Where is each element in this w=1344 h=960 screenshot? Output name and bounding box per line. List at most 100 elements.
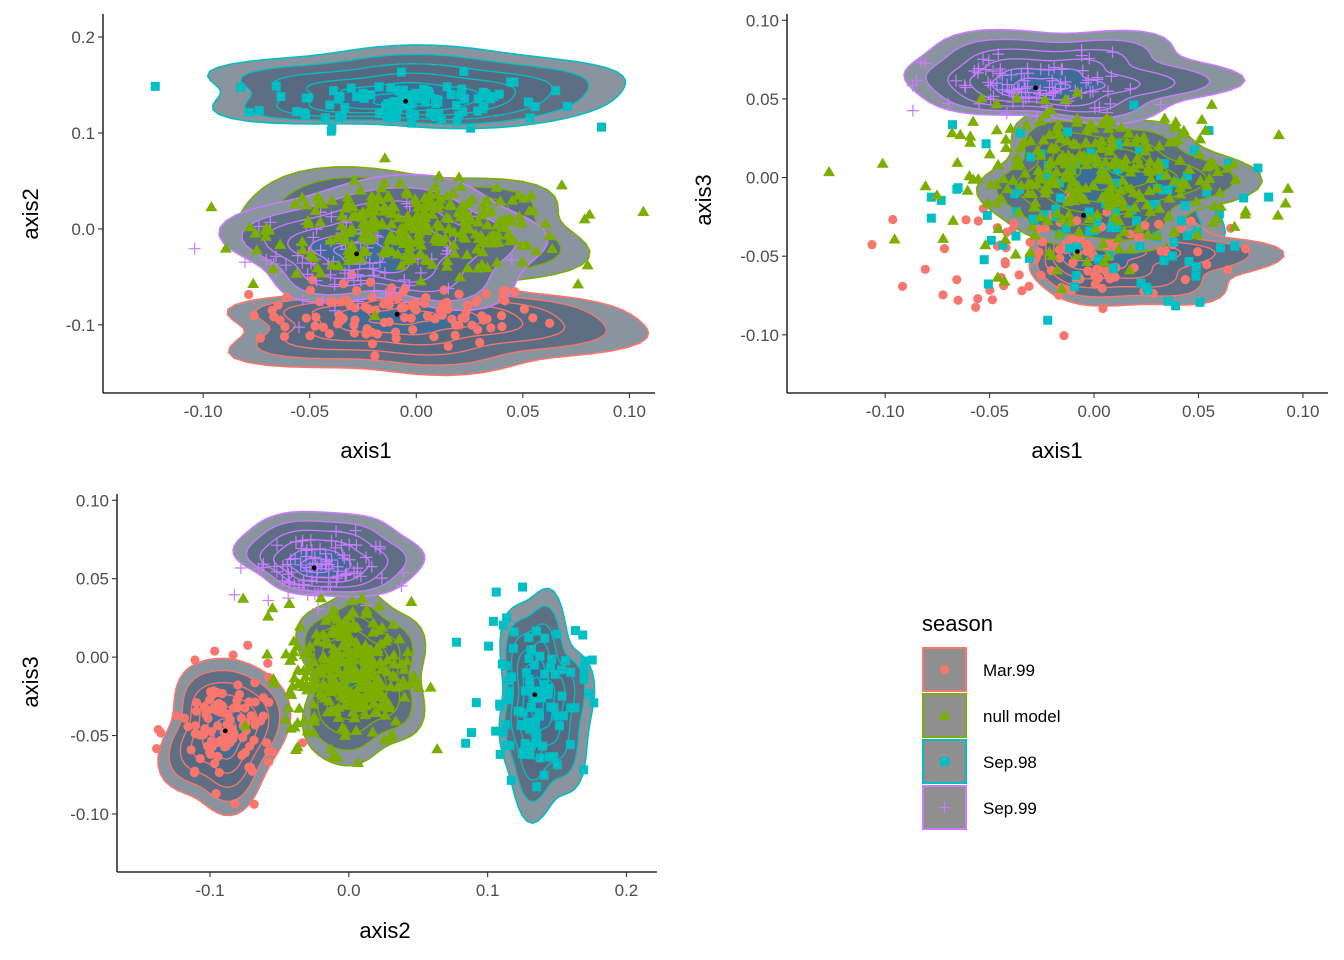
point-null-model bbox=[347, 699, 360, 710]
point-sep-98 bbox=[555, 721, 565, 731]
point-sep-98 bbox=[549, 703, 559, 713]
point-null-model bbox=[1132, 187, 1145, 199]
point-sep-99 bbox=[351, 562, 364, 575]
point-mar-99 bbox=[264, 757, 274, 767]
point-null-model bbox=[981, 197, 994, 208]
point-null-model bbox=[247, 277, 260, 289]
point-mar-99 bbox=[200, 724, 210, 734]
point-mar-99 bbox=[249, 310, 259, 321]
point-mar-99 bbox=[973, 216, 983, 226]
point-sep-99 bbox=[299, 550, 312, 563]
point-sep-99 bbox=[1075, 49, 1088, 62]
point-mar-99 bbox=[545, 318, 555, 328]
point-sep-98 bbox=[570, 703, 580, 713]
point-null-model bbox=[1012, 159, 1025, 171]
point-mar-99 bbox=[337, 297, 347, 307]
point-mar-99 bbox=[310, 321, 320, 331]
point-mar-99 bbox=[195, 754, 205, 764]
point-sep-98 bbox=[523, 97, 533, 107]
point-null-model bbox=[1053, 228, 1066, 239]
point-mar-99 bbox=[190, 655, 200, 665]
point-null-model bbox=[823, 165, 836, 177]
point-sep-98 bbox=[458, 107, 468, 117]
legend-marker-plus bbox=[938, 801, 951, 814]
point-null-model bbox=[303, 640, 316, 651]
point-mar-99 bbox=[1000, 259, 1010, 269]
point-sep-98 bbox=[1156, 171, 1166, 181]
point-null-model bbox=[356, 208, 369, 219]
point-sep-99 bbox=[262, 594, 275, 607]
point-sep-98 bbox=[411, 88, 421, 98]
point-null-model bbox=[367, 626, 380, 637]
point-null-model bbox=[479, 235, 492, 247]
point-sep-98 bbox=[545, 662, 555, 672]
point-sep-98 bbox=[396, 67, 406, 77]
point-sep-98 bbox=[1028, 214, 1038, 224]
point-null-model bbox=[408, 193, 421, 204]
point-sep-98 bbox=[1136, 278, 1146, 288]
point-null-model bbox=[354, 184, 367, 195]
point-sep-99 bbox=[949, 74, 962, 87]
legend-item-sep-98: Sep.98 bbox=[922, 739, 1037, 784]
point-sep-99 bbox=[281, 558, 294, 571]
point-sep-99 bbox=[325, 210, 338, 223]
axes: -0.10 -0.05 0.00 0.05 0.10 0.2 0.1 0.0 -0.1 bbox=[66, 14, 655, 421]
point-null-model bbox=[419, 253, 432, 264]
point-sep-98 bbox=[579, 665, 589, 675]
point-sep-98 bbox=[498, 727, 508, 737]
point-null-model bbox=[1109, 196, 1122, 208]
point-null-model bbox=[403, 240, 416, 252]
point-null-model bbox=[326, 194, 339, 205]
point-null-model bbox=[1101, 250, 1114, 261]
point-mar-99 bbox=[408, 324, 418, 335]
point-sep-99 bbox=[1046, 74, 1059, 87]
point-mar-99 bbox=[1014, 270, 1024, 280]
point-mar-99 bbox=[1202, 259, 1212, 270]
panel-axis2-axis3: -0.1 0.0 0.1 0.2 0.10 0.05 0.00 -0.05 -0.10 axis… bbox=[18, 491, 657, 943]
point-null-model bbox=[489, 230, 502, 241]
point-null-model bbox=[291, 664, 304, 675]
point-null-model bbox=[984, 178, 997, 189]
point-null-model bbox=[1001, 182, 1014, 194]
point-sep-98 bbox=[292, 107, 302, 117]
point-null-model bbox=[332, 711, 345, 722]
point-sep-98 bbox=[442, 82, 452, 92]
point-mar-99 bbox=[217, 701, 227, 711]
point-sep-98 bbox=[504, 686, 514, 696]
y-tick-label: -0.1 bbox=[66, 316, 95, 335]
point-null-model bbox=[303, 661, 316, 672]
point-null-model bbox=[1211, 165, 1224, 176]
point-sep-98 bbox=[525, 113, 535, 123]
point-sep-99 bbox=[906, 104, 919, 117]
point-null-model bbox=[1061, 172, 1074, 183]
point-null-model bbox=[937, 232, 950, 243]
point-sep-98 bbox=[489, 91, 499, 101]
point-sep-99 bbox=[312, 602, 325, 615]
point-null-model bbox=[372, 683, 385, 694]
point-null-model bbox=[1104, 114, 1117, 126]
legend-marker-triangle bbox=[938, 709, 951, 720]
point-null-model bbox=[327, 673, 340, 685]
point-null-model bbox=[372, 193, 385, 205]
point-sep-98 bbox=[983, 279, 993, 289]
point-sep-99 bbox=[1015, 67, 1028, 80]
point-sep-99 bbox=[329, 541, 342, 554]
point-null-model bbox=[1118, 158, 1131, 169]
point-null-model bbox=[1037, 134, 1050, 145]
point-sep-98 bbox=[501, 720, 511, 730]
point-null-model bbox=[357, 651, 370, 663]
point-null-model bbox=[1118, 225, 1131, 236]
point-null-model bbox=[355, 252, 368, 263]
point-sep-99 bbox=[992, 48, 1005, 61]
point-null-model bbox=[637, 205, 650, 216]
point-sep-99 bbox=[308, 587, 321, 600]
point-null-model bbox=[995, 192, 1008, 203]
centroid-point bbox=[222, 728, 228, 734]
point-null-model bbox=[361, 674, 374, 685]
point-null-model bbox=[475, 230, 488, 241]
point-null-model bbox=[411, 209, 424, 220]
point-null-model bbox=[490, 181, 503, 192]
point-sep-99 bbox=[1042, 64, 1055, 77]
point-sep-99 bbox=[314, 542, 327, 555]
point-null-model bbox=[1054, 132, 1067, 143]
